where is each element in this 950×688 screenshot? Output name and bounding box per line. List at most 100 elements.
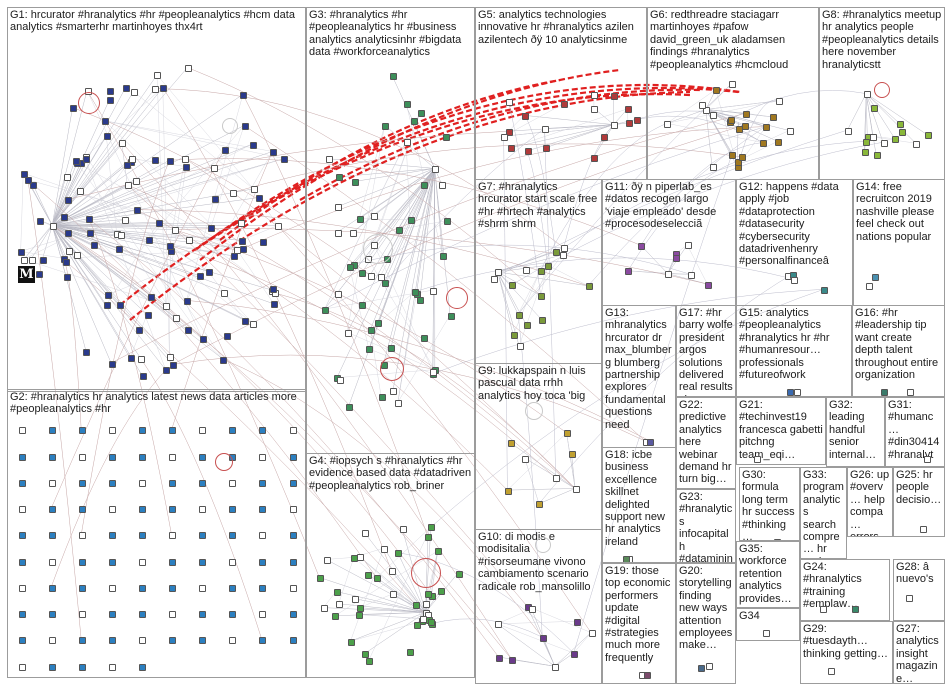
vertex-node[interactable] [18,479,26,487]
vertex-node[interactable] [229,479,237,487]
vertex-node[interactable] [21,256,29,264]
vertex-node[interactable] [697,665,705,673]
vertex-node[interactable] [169,558,177,566]
vertex-node[interactable] [138,663,146,671]
group-panel-g3[interactable]: G3: #hranalytics #hr #peopleanalytics hr… [306,7,475,454]
group-panel-g2[interactable]: G2: #hranalytics hr analytics latest new… [7,389,306,678]
vertex-node[interactable] [367,272,375,280]
vertex-node[interactable] [382,279,389,287]
vertex-node[interactable] [229,532,237,540]
vertex-node[interactable] [559,252,567,260]
vertex-node[interactable] [913,140,921,148]
vertex-node[interactable] [48,453,56,461]
vertex-node[interactable] [25,177,33,185]
group-panel-g27[interactable]: G27: analytics insight magazine… [893,621,945,684]
vertex-node[interactable] [169,427,177,435]
vertex-node[interactable] [862,138,870,146]
vertex-node[interactable] [148,294,155,302]
vertex-node[interactable] [536,501,544,509]
vertex-node[interactable] [240,91,248,99]
group-panel-g22[interactable]: G22: predictive analytics here webinar d… [676,397,736,489]
vertex-node[interactable] [259,584,267,592]
group-panel-g30[interactable]: G30: formula long term hr success #think… [739,467,800,541]
vertex-node[interactable] [271,301,279,309]
vertex-node[interactable] [427,618,435,626]
vertex-node[interactable] [870,133,878,141]
group-panel-g9[interactable]: G9: lukkapspain n luis pascual data rrhh… [475,363,602,530]
vertex-node[interactable] [72,157,80,165]
vertex-node[interactable] [381,545,389,553]
vertex-node[interactable] [880,139,888,147]
vertex-node[interactable] [169,637,177,645]
group-panel-g1[interactable]: G1: hrcurator #hranalytics #hr #peoplean… [7,7,306,392]
vertex-node[interactable] [880,388,888,396]
vertex-node[interactable] [421,334,429,342]
vertex-node[interactable] [139,373,147,381]
vertex-node[interactable] [119,139,127,147]
vertex-node[interactable] [163,303,171,311]
vertex-node[interactable] [138,611,146,618]
vertex-node[interactable] [211,165,219,173]
vertex-node[interactable] [553,475,561,483]
vertex-node[interactable] [377,274,385,282]
vertex-node[interactable] [561,245,569,253]
group-panel-g33[interactable]: G33: program analytics search compre… hr… [800,467,847,559]
vertex-node[interactable] [289,453,297,461]
vertex-node[interactable] [138,637,146,645]
vertex-node[interactable] [78,663,86,671]
vertex-node[interactable] [169,611,177,618]
vertex-node[interactable] [553,248,561,256]
vertex-node[interactable] [356,216,364,224]
vertex-node[interactable] [753,456,761,464]
vertex-node[interactable] [259,506,267,514]
vertex-node[interactable] [250,320,258,328]
group-panel-g10[interactable]: G10: di modis e modisitalia #risorseuman… [475,529,602,684]
vertex-node[interactable] [524,148,532,156]
vertex-node[interactable] [713,87,721,95]
vertex-node[interactable] [108,584,116,592]
vertex-node[interactable] [390,591,398,599]
vertex-node[interactable] [743,110,751,118]
vertex-node[interactable] [108,663,116,671]
vertex-node[interactable] [403,139,411,147]
vertex-node[interactable] [510,332,518,340]
vertex-node[interactable] [199,532,207,540]
vertex-node[interactable] [87,229,95,237]
vertex-node[interactable] [223,332,231,340]
vertex-node[interactable] [169,479,177,487]
vertex-node[interactable] [169,532,177,540]
vertex-node[interactable] [48,427,56,435]
group-panel-g23[interactable]: G23: #hranalytics infocapitalh #datamini… [676,489,736,563]
vertex-node[interactable] [78,427,86,435]
vertex-node[interactable] [407,217,415,225]
vertex-node[interactable] [684,242,692,250]
vertex-node[interactable] [260,238,268,246]
group-panel-g24[interactable]: G24: #hranalytics #training #emplaw… [800,559,890,621]
vertex-node[interactable] [18,584,26,592]
vertex-node[interactable] [102,118,110,126]
vertex-node[interactable] [103,132,111,140]
vertex-node[interactable] [588,630,596,638]
vertex-node[interactable] [506,98,514,106]
vertex-node[interactable] [403,100,411,108]
vertex-node[interactable] [625,120,633,128]
vertex-node[interactable] [709,163,717,171]
vertex-node[interactable] [523,322,531,330]
vertex-node[interactable] [399,525,407,533]
vertex-node[interactable] [131,88,138,96]
vertex-node[interactable] [83,348,91,356]
vertex-node[interactable] [364,571,372,579]
vertex-node[interactable] [229,584,237,592]
vertex-node[interactable] [86,216,94,224]
vertex-node[interactable] [166,354,174,362]
vertex-node[interactable] [78,637,86,645]
vertex-node[interactable] [601,133,609,141]
vertex-node[interactable] [367,327,375,335]
vertex-node[interactable] [289,479,297,487]
vertex-node[interactable] [545,262,553,270]
vertex-node[interactable] [538,293,546,301]
vertex-node[interactable] [564,430,572,438]
vertex-node[interactable] [48,637,56,645]
vertex-node[interactable] [199,506,207,514]
vertex-node[interactable] [417,296,425,304]
